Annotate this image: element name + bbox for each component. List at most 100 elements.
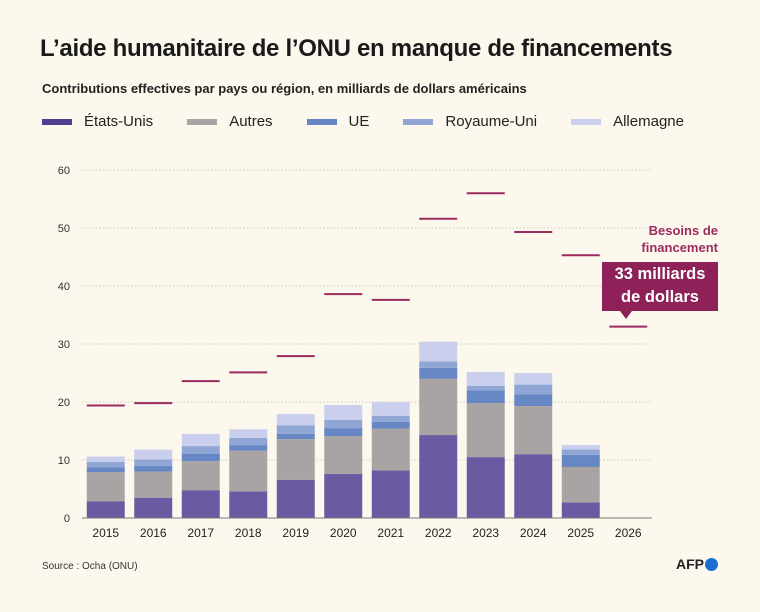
bar-segment [229,445,268,451]
bar-segment [371,402,410,416]
y-tick-label: 10 [58,455,70,467]
bar-segment [324,404,363,420]
bar-segment [229,491,268,518]
legend-item: UE [306,113,370,130]
bar-segment [561,454,600,467]
legend-label: Royaume-Uni [445,113,538,130]
bar-segment [86,456,125,462]
legend-swatch [403,118,434,125]
x-tick-label: 2019 [282,526,309,540]
chart-title: L’aide humanitaire de l’ONU en manque de… [40,35,673,62]
legend-item: États-Unis [42,113,153,130]
bar-segment [181,446,220,454]
legend-swatch [42,118,72,125]
bar-segment [371,421,410,429]
logo-text: AFP [676,556,704,572]
bar-segment [466,385,505,391]
bar-segment [324,428,363,437]
bar-segment [276,479,315,518]
annotation-line-1: Besoins de [648,223,718,238]
bar-segment [181,453,220,462]
bar-segment [229,429,268,438]
x-tick-label: 2021 [377,526,404,540]
x-tick-label: 2025 [567,526,594,540]
bar-segment [419,361,458,368]
y-tick-label: 20 [58,397,70,409]
callout-line-2: de dollars [621,288,699,306]
bar-segment [86,467,125,473]
needs-callout-box: 33 milliards de dollars [602,262,718,319]
logo-dot [705,557,718,571]
x-tick-label: 2015 [92,526,119,540]
legend-swatch [187,118,218,125]
chart-subtitle: Contributions effectives par pays ou rég… [42,81,527,96]
bar-segment [419,435,458,518]
bar-segment [86,461,125,468]
bar-segment [324,419,363,429]
bar-segment [86,472,125,502]
bar-segment [276,425,315,434]
x-tick-label: 2023 [472,526,499,540]
annotation-line-2: financement [641,240,718,255]
bar-segment [514,454,553,518]
bar-segment [371,415,410,422]
callout-line-1: 33 milliards [614,265,706,283]
bar-segment [134,465,173,472]
bar-segment [466,371,505,386]
legend-label: Allemagne [613,113,684,130]
bar-segment [419,367,458,379]
bar-segment [561,502,600,518]
legend-item: Autres [187,113,273,130]
x-tick-label: 2018 [235,526,262,540]
bar-segment [514,406,553,455]
bar-segment [419,341,458,362]
bar-segment [276,433,315,440]
y-tick-label: 40 [58,281,70,293]
bar-segment [466,457,505,518]
bar-segment [514,373,553,385]
bar-segment [181,433,220,447]
y-tick-label: 30 [58,339,70,351]
legend-swatch [571,118,602,125]
bar-segment [371,428,410,471]
x-tick-label: 2026 [615,526,642,540]
bar-segment [466,390,505,404]
x-tick-label: 2022 [425,526,452,540]
legend-item: Allemagne [571,113,684,130]
source-note: Source : Ocha (ONU) [42,561,138,572]
bar-segment [134,497,173,518]
bar-segment [324,473,363,518]
bar-segment [514,394,553,407]
y-tick-label: 50 [58,223,70,235]
bar-segment [134,471,173,498]
bar-segment [324,436,363,474]
legend-label: Autres [229,113,273,130]
legend: États-Unis Autres UE Royaume-Uni Allemagne [42,113,718,130]
legend-label: UE [348,113,370,130]
legend-swatch [306,118,337,125]
y-tick-label: 0 [64,513,70,525]
bar-segment [514,384,553,395]
afp-logo: AFP [676,556,718,572]
bar-segment [134,459,173,466]
bar-segment [561,449,600,455]
bar-segment [229,450,268,492]
x-tick-label: 2017 [187,526,214,540]
bar-segment [561,444,600,450]
x-tick-label: 2020 [330,526,357,540]
bar-segment [181,490,220,518]
y-tick-label: 60 [58,165,70,177]
bar-segment [229,437,268,446]
bar-segment [134,449,173,460]
bar-segment [276,414,315,426]
legend-label: États-Unis [84,113,154,130]
bar-segment [181,461,220,491]
bar-segment [371,470,410,518]
bar-segment [276,439,315,480]
needs-annotation-label: Besoins de financement [641,222,718,256]
bar-segment [561,466,600,503]
bar-segment [419,378,458,436]
legend-item: Royaume-Uni [403,113,537,130]
